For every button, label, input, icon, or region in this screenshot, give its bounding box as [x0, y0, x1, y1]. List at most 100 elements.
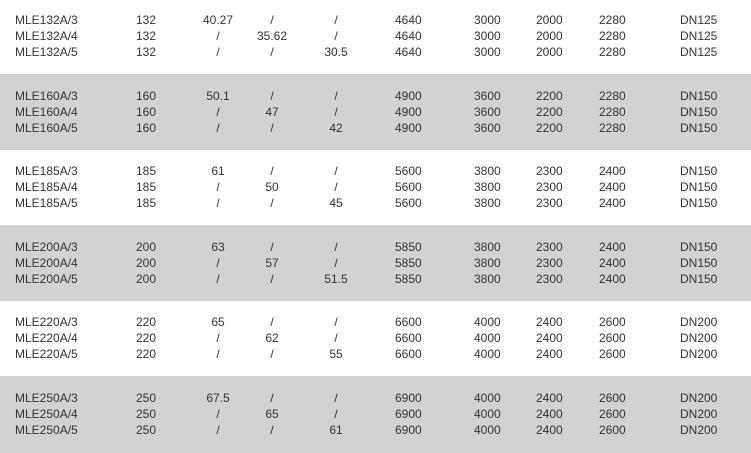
table-cell: 6900	[395, 422, 422, 437]
table-cell: /	[270, 120, 274, 135]
model-cell: MLE250A/5	[15, 422, 78, 437]
model-cell: MLE200A/3	[15, 239, 78, 254]
table-row: MLE185A/4 185 / 50 / 5600 3800 2300 2400 DN150	[0, 179, 751, 195]
table-cell: /	[334, 315, 338, 329]
table-cell: 185	[136, 164, 157, 178]
table-cell: 3800	[474, 180, 501, 194]
model-cell: MLE220A/4	[15, 331, 78, 345]
model-cell: MLE185A/4	[15, 180, 78, 194]
model-cell: MLE132A/3	[15, 13, 78, 27]
table-cell: /	[270, 271, 274, 286]
table-cell: 250	[136, 390, 157, 405]
table-cell: 2600	[599, 406, 626, 421]
table-cell: /	[216, 347, 220, 361]
table-row: MLE250A/3 250 67.5 / / 6900 4000 2400 2600 DN200	[0, 390, 751, 406]
table-cell: /	[270, 390, 274, 405]
table-row: MLE250A/5 250 / / 61 6900 4000 2400 2600 DN200	[0, 422, 751, 438]
table-cell: DN150	[680, 120, 718, 135]
table-cell: 6900	[395, 406, 422, 421]
table-cell: 4640	[395, 45, 422, 59]
table-cell: DN200	[680, 406, 718, 421]
table-cell: 65	[211, 315, 225, 329]
table-cell: /	[216, 104, 220, 119]
table-row-group: MLE132A/3 132 40.27 / / 4640 3000 2000 2280 DN125…	[0, 0, 751, 76]
table-cell: 47	[265, 104, 279, 119]
table-cell: 4000	[474, 422, 501, 437]
model-cell: MLE250A/4	[15, 406, 78, 421]
table-row: MLE185A/5 185 / / 45 5600 3800 2300 2400 DN150	[0, 195, 751, 211]
table-cell: 4000	[474, 347, 501, 361]
table-cell: /	[216, 271, 220, 286]
table-row: MLE200A/5 200 / / 51.5 5850 3800 2300 2400 DN150	[0, 271, 751, 287]
table-cell: /	[216, 331, 220, 345]
table-cell: DN150	[680, 271, 718, 286]
table-cell: 2200	[536, 120, 563, 135]
table-cell: DN150	[680, 88, 718, 103]
table-cell: 2300	[536, 180, 563, 194]
table-cell: 3800	[474, 196, 501, 210]
table-cell: /	[334, 406, 338, 421]
table-cell: 6600	[395, 347, 422, 361]
table-cell: 132	[136, 45, 157, 59]
table-row-group: MLE160A/3 160 50.1//4900 3600 2200 2280 DN150 M…	[0, 73, 751, 150]
model-cell: MLE185A/5	[15, 196, 78, 210]
table-cell: /	[270, 164, 274, 178]
table-cell: /	[270, 196, 274, 210]
table-cell: 45	[329, 196, 343, 210]
table-cell: /	[216, 255, 220, 270]
table-cell: 2400	[536, 331, 563, 345]
table-cell: /	[270, 315, 274, 329]
table-cell: /	[334, 164, 338, 178]
table-cell: 65	[265, 406, 279, 421]
table-cell: 185	[136, 196, 157, 210]
table-cell: 61	[211, 164, 225, 178]
table-cell: 2600	[599, 315, 626, 329]
table-cell: DN150	[680, 164, 718, 178]
model-cell: MLE250A/3	[15, 390, 78, 405]
table-cell: /	[334, 88, 338, 103]
table-cell: 2300	[536, 164, 563, 178]
table-cell: DN125	[680, 13, 718, 27]
table-cell: /	[270, 88, 274, 103]
table-cell: 3600	[474, 120, 501, 135]
table-cell: /	[216, 120, 220, 135]
table-cell: 2200	[536, 88, 563, 103]
table-cell: 250	[136, 422, 157, 437]
table-cell: 5850	[395, 239, 422, 254]
table-cell: 2400	[599, 164, 626, 178]
table-cell: DN200	[680, 390, 718, 405]
table-cell: 200	[136, 255, 157, 270]
table-cell: 2400	[536, 347, 563, 361]
table-cell: 2000	[536, 29, 563, 43]
model-cell: MLE220A/5	[15, 347, 78, 361]
table-cell: 132	[136, 13, 157, 27]
table-cell: 4640	[395, 29, 422, 43]
table-cell: DN200	[680, 331, 718, 345]
table-cell: /	[334, 255, 338, 270]
table-cell: DN150	[680, 104, 718, 119]
table-cell: 2300	[536, 271, 563, 286]
table-row-group: MLE200A/3 200 63//5850 3800 2300 2400 DN150 MLE…	[0, 224, 751, 301]
table-cell: 160	[136, 88, 157, 103]
table-cell: DN125	[680, 29, 718, 43]
model-cell: MLE220A/3	[15, 315, 78, 329]
table-cell: 2400	[599, 180, 626, 194]
table-row: MLE220A/5 220 / / 55 6600 4000 2400 2600 DN200	[0, 346, 751, 362]
table-cell: /	[216, 406, 220, 421]
table-cell: 3600	[474, 88, 501, 103]
table-cell: 220	[136, 315, 157, 329]
table-row: MLE220A/4 220 / 62 / 6600 4000 2400 2600 DN200	[0, 330, 751, 346]
table-cell: /	[270, 13, 274, 27]
table-row: MLE132A/4 132 / 35.62 / 4640 3000 2000 2280 DN125	[0, 28, 751, 44]
table-cell: /	[334, 29, 338, 43]
table-cell: 2400	[536, 390, 563, 405]
table-cell: /	[216, 29, 220, 43]
table-cell: 4640	[395, 13, 422, 27]
table-row: MLE200A/4 200 / 57 / 5850 3800 2300 2400 DN150	[0, 255, 751, 271]
table-cell: 61	[329, 422, 343, 437]
table-cell: /	[334, 331, 338, 345]
table-cell: 40.27	[202, 13, 234, 27]
table-row: MLE132A/3 132 40.27 / / 4640 3000 2000 2280 DN125	[0, 12, 751, 28]
table-cell: /	[216, 422, 220, 437]
table-row: MLE200A/3 200 63 / / 5850 3800 2300 2400 DN150	[0, 239, 751, 255]
